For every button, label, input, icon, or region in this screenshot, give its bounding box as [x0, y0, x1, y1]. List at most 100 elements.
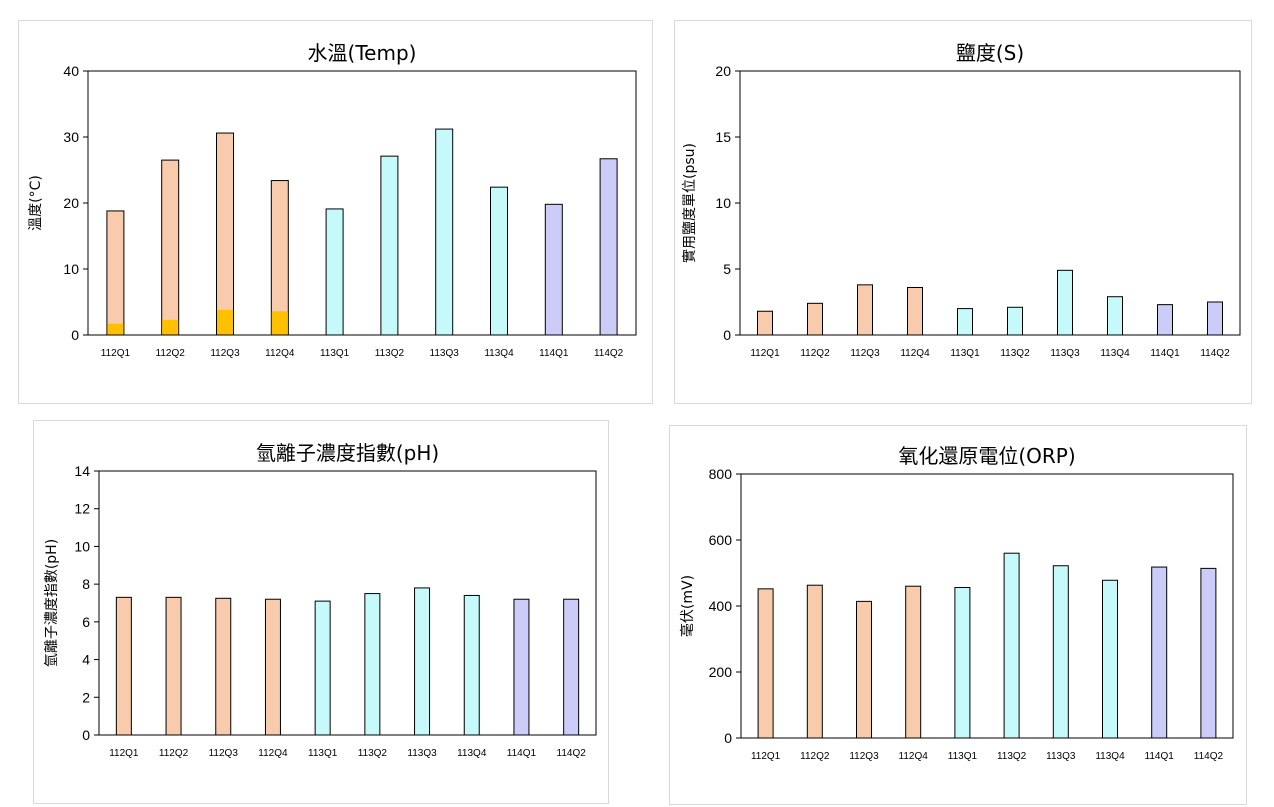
- temp-bar-114Q2: [599, 158, 618, 336]
- ph-plot-area: [98, 470, 597, 736]
- salinity-plot-area: [739, 70, 1241, 336]
- orp-bar-113Q3: [1052, 565, 1069, 739]
- salinity-bar-112Q4: [907, 286, 923, 336]
- orp-x-tick-label: 113Q3: [1046, 751, 1076, 762]
- orp-x-tick-label: 113Q1: [948, 751, 978, 762]
- salinity-x-tick-label: 112Q1: [750, 348, 780, 359]
- orp-bar-114Q2: [1200, 567, 1217, 739]
- ph-y-tick-label: 14: [74, 463, 90, 479]
- ph-x-tick-label: 114Q2: [557, 748, 587, 759]
- orp-x-tick-label: 113Q2: [997, 751, 1027, 762]
- orp-x-tick-label: 114Q1: [1145, 751, 1175, 762]
- temp-x-tick-label: 112Q1: [101, 348, 131, 359]
- orp-x-tick-label: 113Q4: [1095, 751, 1125, 762]
- ph-y-tick-label: 6: [82, 614, 90, 630]
- ph-bar-114Q1: [513, 598, 530, 736]
- salinity-bar-112Q2: [807, 302, 823, 336]
- temp-bar-112Q3: [216, 132, 234, 336]
- salinity-x-tick-label: 112Q3: [850, 348, 880, 359]
- temp-inner-bar-112Q4: [271, 311, 288, 335]
- orp-y-tick-label: 600: [709, 532, 733, 548]
- temp-chart-title: 水溫(Temp): [308, 41, 417, 65]
- temp-bar-113Q3: [435, 128, 454, 336]
- orp-y-tick-label: 200: [709, 664, 733, 680]
- salinity-x-tick-label: 113Q4: [1100, 348, 1130, 359]
- ph-x-tick-label: 113Q1: [308, 748, 338, 759]
- orp-bar-114Q1: [1151, 566, 1168, 739]
- orp-bar-113Q2: [1003, 552, 1020, 739]
- ph-x-tick-label: 112Q2: [159, 748, 189, 759]
- ph-x-tick-label: 113Q3: [407, 748, 437, 759]
- temp-x-tick-label: 113Q3: [430, 348, 460, 359]
- ph-bar-113Q1: [314, 600, 331, 736]
- ph-x-tick-label: 112Q3: [209, 748, 239, 759]
- ph-bar-112Q4: [264, 598, 281, 736]
- ph-y-tick-label: 10: [74, 538, 90, 554]
- salinity-bar-113Q2: [1007, 306, 1023, 336]
- temp-y-tick-label: 40: [63, 63, 79, 79]
- temp-bar-114Q1: [544, 203, 563, 336]
- temp-y-tick-label: 10: [63, 261, 79, 277]
- temp-x-tick-label: 113Q2: [375, 348, 405, 359]
- orp-x-tick-label: 112Q1: [751, 751, 781, 762]
- temp-inner-bar-112Q1: [107, 323, 124, 335]
- salinity-bar-114Q2: [1207, 301, 1223, 336]
- ph-bar-112Q2: [165, 596, 182, 736]
- temp-bar-113Q2: [380, 155, 399, 336]
- temp-bar-112Q2: [161, 159, 180, 336]
- ph-y-tick-label: 0: [82, 727, 90, 743]
- ph-x-tick-label: 114Q1: [507, 748, 537, 759]
- salinity-x-tick-label: 112Q4: [900, 348, 930, 359]
- temp-bar-112Q1: [106, 210, 125, 336]
- ph-bar-114Q2: [563, 598, 580, 736]
- salinity-chart-title: 鹽度(S): [956, 41, 1024, 65]
- orp-bar-112Q4: [905, 585, 922, 739]
- orp-bar-112Q2: [806, 584, 823, 739]
- ph-bar-113Q3: [414, 587, 431, 736]
- salinity-bar-113Q1: [957, 308, 973, 336]
- salinity-y-axis-label: 實用鹽度單位(psu): [681, 143, 698, 263]
- orp-x-tick-label: 114Q2: [1194, 751, 1224, 762]
- temp-y-tick-label: 20: [63, 195, 79, 211]
- temp-x-tick-label: 113Q1: [320, 348, 350, 359]
- temp-x-tick-label: 114Q2: [594, 348, 624, 359]
- orp-plot-area: [740, 473, 1234, 739]
- salinity-x-tick-label: 112Q2: [800, 348, 830, 359]
- ph-chart-title: 氫離子濃度指數(pH): [256, 441, 439, 465]
- orp-x-tick-label: 112Q4: [899, 751, 929, 762]
- temp-inner-bar-112Q3: [217, 309, 233, 335]
- ph-bar-113Q4: [463, 594, 480, 736]
- temp-inner-bar-112Q2: [162, 319, 179, 335]
- salinity-x-tick-label: 114Q2: [1200, 348, 1230, 359]
- orp-bar-113Q4: [1102, 579, 1118, 739]
- salinity-bar-113Q4: [1107, 296, 1123, 336]
- ph-y-tick-label: 2: [82, 689, 90, 705]
- temp-y-tick-label: 30: [63, 129, 79, 145]
- salinity-y-tick-label: 0: [723, 327, 731, 343]
- temp-x-tick-label: 112Q2: [156, 348, 186, 359]
- temp-x-tick-label: 113Q4: [484, 348, 514, 359]
- salinity-bar-112Q1: [757, 310, 773, 336]
- temp-x-tick-label: 112Q3: [210, 348, 240, 359]
- orp-x-tick-label: 112Q3: [849, 751, 879, 762]
- orp-chart-title: 氧化還原電位(ORP): [898, 444, 1075, 468]
- temp-x-tick-label: 112Q4: [265, 348, 295, 359]
- temp-bar-113Q1: [325, 208, 344, 336]
- salinity-x-tick-label: 113Q1: [950, 348, 980, 359]
- salinity-bar-113Q3: [1057, 269, 1073, 336]
- orp-y-tick-label: 400: [709, 598, 733, 614]
- orp-y-axis-label: 毫伏(mV): [679, 575, 696, 637]
- ph-y-tick-label: 4: [82, 652, 90, 668]
- ph-x-tick-label: 112Q4: [258, 748, 288, 759]
- orp-y-tick-label: 0: [724, 730, 732, 746]
- temp-bar-113Q4: [490, 186, 508, 336]
- temp-y-axis-label: 溫度(°C): [28, 175, 44, 231]
- ph-x-tick-label: 112Q1: [109, 748, 139, 759]
- ph-bar-112Q3: [215, 597, 232, 736]
- temp-y-tick-label: 0: [71, 327, 79, 343]
- ph-y-tick-label: 8: [82, 576, 90, 592]
- salinity-x-tick-label: 113Q3: [1050, 348, 1080, 359]
- salinity-x-tick-label: 113Q2: [1000, 348, 1030, 359]
- salinity-bar-114Q1: [1157, 304, 1173, 336]
